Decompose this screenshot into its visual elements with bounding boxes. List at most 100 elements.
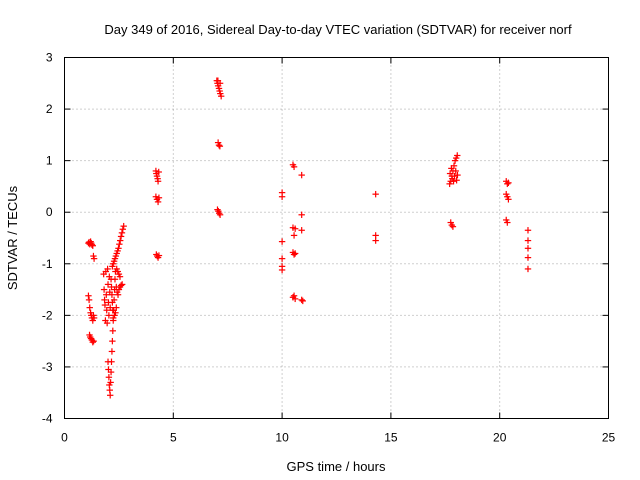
data-point: [299, 297, 306, 305]
data-point: [290, 251, 298, 258]
data-point: [155, 168, 162, 176]
data-point: [101, 301, 109, 309]
data-point: [100, 286, 108, 293]
data-point: [278, 266, 286, 274]
data-point: [216, 80, 224, 87]
data-point: [109, 337, 116, 345]
data-point: [524, 237, 532, 244]
data-point: [117, 233, 125, 240]
x-tick-label: 10: [275, 431, 289, 445]
data-point: [85, 292, 92, 299]
data-point: [215, 141, 223, 149]
data-point: [119, 226, 127, 233]
data-point: [155, 252, 163, 259]
data-point: [90, 314, 98, 322]
data-point: [216, 143, 224, 150]
y-tick-label: -3: [42, 360, 53, 374]
data-point: [298, 171, 305, 179]
y-tick-label: 3: [46, 51, 53, 65]
data-point: [446, 170, 454, 177]
data-point: [103, 319, 111, 327]
data-point: [109, 327, 117, 335]
x-tick-label: 20: [493, 431, 507, 445]
data-point: [89, 242, 96, 249]
data-point: [504, 219, 511, 226]
data-point: [85, 296, 93, 304]
data-points: [85, 77, 532, 399]
data-point: [88, 241, 96, 248]
data-point: [372, 237, 379, 244]
data-point: [107, 379, 114, 386]
data-point: [505, 196, 512, 203]
y-tick-label: 0: [46, 205, 53, 219]
data-point: [89, 338, 96, 346]
data-point: [291, 295, 299, 303]
data-point: [450, 178, 457, 185]
data-point: [104, 281, 112, 288]
data-point: [298, 211, 305, 218]
data-point: [451, 172, 458, 180]
grid: [64, 57, 609, 419]
data-point: [90, 337, 97, 345]
data-point: [454, 152, 461, 159]
data-point: [454, 171, 461, 179]
data-point: [114, 291, 122, 298]
y-tick-label: -2: [42, 308, 53, 322]
data-point: [116, 273, 124, 280]
data-point: [118, 281, 126, 288]
data-point: [524, 227, 532, 234]
data-point: [105, 374, 113, 381]
data-point: [154, 178, 162, 185]
data-point: [108, 358, 115, 365]
data-point: [290, 292, 298, 299]
y-tick-label: -4: [42, 412, 53, 426]
data-point: [155, 194, 163, 201]
data-point: [104, 265, 111, 273]
x-tick-label: 15: [384, 431, 398, 445]
data-point: [109, 299, 116, 306]
x-axis-title: GPS time / hours: [287, 459, 386, 474]
data-point: [505, 179, 512, 187]
x-tick-label: 5: [170, 431, 177, 445]
data-point: [90, 255, 98, 262]
data-point: [449, 223, 457, 230]
chart-title: Day 349 of 2016, Sidereal Day-to-day VTE…: [104, 22, 572, 37]
y-tick-label: 1: [46, 154, 53, 168]
x-tick-label: 25: [602, 431, 616, 445]
data-point: [298, 296, 305, 304]
data-point: [108, 291, 116, 298]
y-tick-label: -1: [42, 257, 53, 271]
data-point: [524, 245, 532, 252]
data-point: [453, 177, 460, 184]
data-point: [291, 225, 299, 232]
data-point: [103, 307, 110, 314]
data-point: [108, 348, 116, 355]
x-tick-label: 0: [61, 431, 68, 445]
data-point: [278, 193, 286, 200]
data-point: [117, 237, 124, 244]
data-point: [120, 222, 127, 230]
data-point: [107, 368, 115, 376]
plot-frame: [64, 57, 609, 419]
data-point: [154, 198, 162, 206]
data-point: [103, 291, 110, 298]
data-point: [524, 254, 532, 261]
data-point: [290, 163, 298, 171]
y-axis-title: SDTVAR / TECUs: [5, 185, 20, 290]
data-point: [107, 276, 115, 283]
data-point: [452, 167, 459, 175]
data-point: [112, 309, 119, 316]
y-tick-label: 2: [46, 102, 53, 116]
data-point: [504, 180, 511, 188]
data-point: [278, 255, 286, 262]
data-point: [113, 304, 120, 311]
data-point: [105, 312, 113, 319]
axis-ticks: 0 5 10 15 20 25 -4 -3 -2 -1 0 1 2 3: [42, 51, 616, 445]
data-point: [86, 304, 93, 311]
data-point: [372, 190, 379, 198]
data-point: [298, 227, 305, 234]
data-point: [217, 92, 225, 100]
data-point: [116, 240, 123, 248]
data-point: [448, 165, 455, 172]
